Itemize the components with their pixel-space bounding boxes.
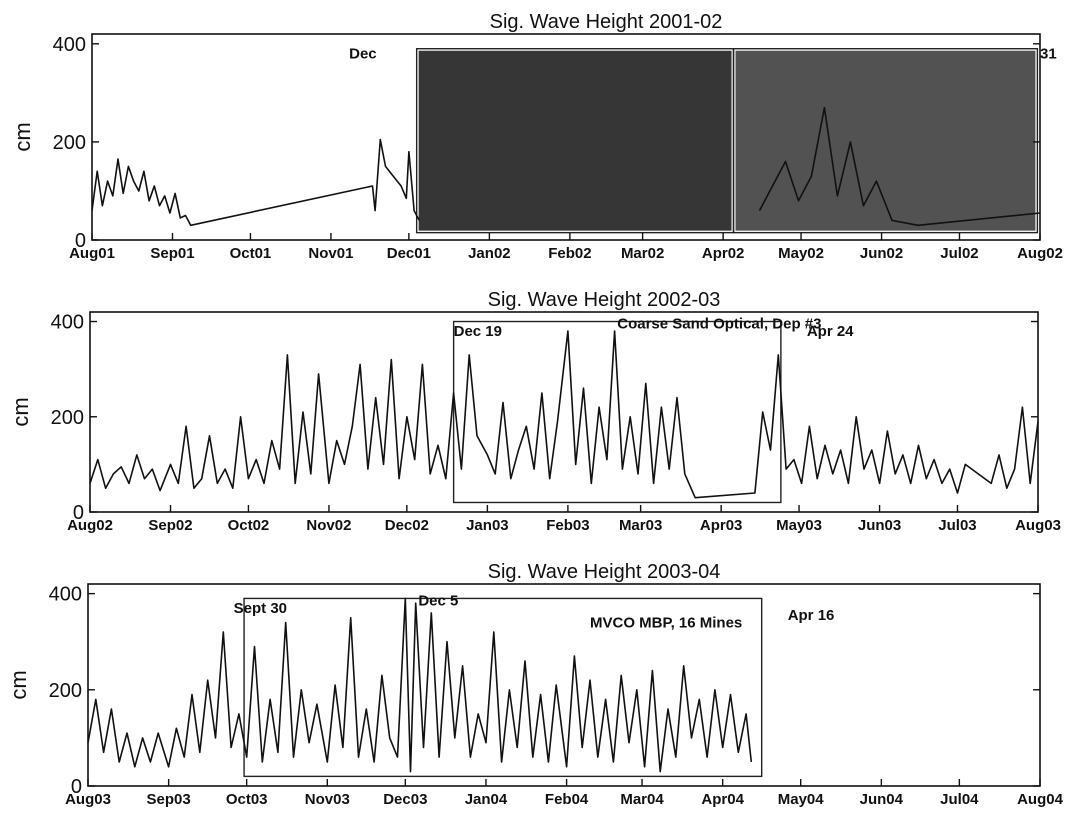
chart-panel-1: 0 200 400 Aug01 Sep01 Oct01 Nov01 Dec01 Jan02 Feb… xyxy=(10,11,1063,262)
x-tick-label: Jul02 xyxy=(940,245,978,262)
deployment-box xyxy=(243,597,763,778)
series-line xyxy=(89,330,1039,499)
annotation-label: 31 xyxy=(1040,46,1057,63)
axes-frame xyxy=(91,33,1041,241)
y-tick-label: 400 xyxy=(51,312,84,334)
x-tick-label: Feb02 xyxy=(548,245,591,262)
deployment-box xyxy=(732,48,1039,234)
x-tick-label: Apr03 xyxy=(700,517,743,534)
x-tick-label: Nov01 xyxy=(308,245,353,262)
x-tick-label: May04 xyxy=(778,791,825,808)
x-tick-label: Jan03 xyxy=(466,517,509,534)
x-tick-label: Nov02 xyxy=(306,517,351,534)
x-tick-label: Aug01 xyxy=(69,245,115,262)
x-tick-label: Mar04 xyxy=(620,791,664,808)
y-tick-label: 200 xyxy=(51,407,84,429)
x-tick-label: Aug03 xyxy=(1015,517,1061,534)
x-tick-label: Dec01 xyxy=(387,245,431,262)
y-tick-label: 0 xyxy=(71,776,82,798)
y-axis-label: cm xyxy=(8,397,33,426)
x-tick-label: Sep01 xyxy=(150,245,194,262)
x-tick-label: May02 xyxy=(778,245,824,262)
chart-title: Sig. Wave Height 2002-03 xyxy=(488,289,721,311)
x-tick-label: Aug02 xyxy=(67,517,113,534)
x-tick-label: Jun02 xyxy=(860,245,903,262)
annotation-label: Dec 5 xyxy=(418,593,458,610)
x-tick-label: Sep03 xyxy=(147,791,191,808)
x-tick-label: Dec03 xyxy=(383,791,427,808)
axes-frame xyxy=(87,583,1041,787)
annotation-label: Dec 19 xyxy=(454,323,502,340)
y-axis-label: cm xyxy=(10,122,35,151)
x-tick-label: Jan04 xyxy=(465,791,508,808)
x-tick-label: Jun03 xyxy=(858,517,901,534)
y-tick-label: 400 xyxy=(53,34,86,56)
series-line xyxy=(91,138,421,227)
x-tick-label: Feb03 xyxy=(546,517,589,534)
x-tick-label: Apr04 xyxy=(701,791,744,808)
series-line xyxy=(87,597,753,773)
x-tick-label: Aug04 xyxy=(1017,791,1064,808)
annotation-label: Dec xyxy=(349,46,377,63)
x-tick-label: Oct01 xyxy=(230,245,272,262)
y-tick-label: 200 xyxy=(53,132,86,154)
x-tick-label: Feb04 xyxy=(545,791,589,808)
overlay-image-region xyxy=(735,50,1036,231)
x-tick-label: Oct03 xyxy=(226,791,268,808)
x-tick-label: Jan02 xyxy=(468,245,511,262)
annotation-label: MVCO MBP, 16 Mines xyxy=(590,614,742,631)
y-tick-label: 200 xyxy=(49,680,82,702)
y-tick-label: 0 xyxy=(73,502,84,524)
annotation-label: Sept 30 xyxy=(234,600,287,617)
series-line xyxy=(758,106,1041,227)
x-tick-label: Mar03 xyxy=(619,517,662,534)
chart-panel-3: 0 200 400 Aug03 Sep03 Oct03 Nov03 Dec03 Jan04 Feb… xyxy=(6,561,1064,808)
x-tick-label: Jun04 xyxy=(860,791,904,808)
axes-frame xyxy=(89,311,1039,513)
x-tick-label: Dec02 xyxy=(385,517,429,534)
annotation-label: Apr 16 xyxy=(788,607,835,624)
y-axis-label: cm xyxy=(6,670,31,699)
annotation-label: Coarse Sand Optical, Dep #3 xyxy=(617,316,821,333)
y-tick-label: 0 xyxy=(75,230,86,252)
x-tick-label: Mar02 xyxy=(621,245,664,262)
y-tick-label: 400 xyxy=(49,584,82,606)
overlay-image-region xyxy=(418,50,732,231)
x-tick-label: May03 xyxy=(776,517,822,534)
annotation-label: Apr 24 xyxy=(807,323,854,340)
x-tick-label: Aug03 xyxy=(65,791,111,808)
x-tick-label: Jul04 xyxy=(940,791,979,808)
chart-panel-2: 0 200 400 Aug02 Sep02 Oct02 Nov02 Dec02 Jan03 Feb… xyxy=(8,289,1061,534)
chart-title: Sig. Wave Height 2003-04 xyxy=(488,561,721,583)
x-tick-label: Aug02 xyxy=(1017,245,1063,262)
x-tick-label: Nov03 xyxy=(305,791,350,808)
x-tick-label: Sep02 xyxy=(148,517,192,534)
x-tick-label: Apr02 xyxy=(702,245,745,262)
chart-title: Sig. Wave Height 2001-02 xyxy=(490,11,723,33)
x-tick-label: Jul03 xyxy=(938,517,976,534)
x-tick-label: Oct02 xyxy=(228,517,270,534)
deployment-box xyxy=(452,320,782,504)
